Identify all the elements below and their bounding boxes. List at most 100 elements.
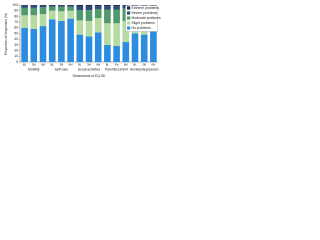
legend-swatch xyxy=(127,16,131,20)
x-tick-label: 3M xyxy=(87,63,92,67)
bar-segment xyxy=(85,36,93,62)
bar-segment xyxy=(76,34,84,62)
bar-segment xyxy=(30,28,38,62)
bar-segment xyxy=(21,15,28,28)
bar-segment xyxy=(67,5,74,6)
group-label: Self-care xyxy=(55,67,69,71)
bar-segment xyxy=(140,5,148,6)
bar-segment xyxy=(39,5,47,6)
x-tick-label: 6M xyxy=(41,63,46,67)
bar-segment xyxy=(39,7,47,15)
y-tick-label: 60 xyxy=(14,26,18,30)
bar-segment xyxy=(58,5,65,6)
bar-segment xyxy=(48,6,56,11)
y-tick-label: 100 xyxy=(12,3,18,7)
bar-segment xyxy=(113,5,120,7)
x-tick-label: BL xyxy=(23,63,27,67)
y-tick-label: 0 xyxy=(16,60,18,64)
y-tick-label: 40 xyxy=(14,37,18,41)
x-tick-label: BL xyxy=(106,63,110,67)
bar-segment xyxy=(48,10,56,20)
group-label: Usual activities xyxy=(78,67,101,71)
bar-segment xyxy=(94,5,102,7)
bar-segment xyxy=(94,32,102,62)
bar-segment xyxy=(21,5,28,8)
bar-segment xyxy=(67,10,74,19)
bar-segment xyxy=(104,6,111,10)
group-label: Anxiety/depression xyxy=(130,67,159,71)
bar-segment xyxy=(30,7,38,16)
bar-segment xyxy=(113,23,120,47)
bar-segment xyxy=(76,6,84,11)
legend-swatch xyxy=(127,11,131,15)
bar-segment xyxy=(21,27,28,62)
bar-segment xyxy=(58,5,65,7)
bar-segment xyxy=(104,44,111,62)
y-tick-label: 10 xyxy=(14,54,18,58)
x-tick-label: 3M xyxy=(115,63,120,67)
bar-segment xyxy=(85,10,93,21)
bar-segment xyxy=(150,30,157,62)
bar-segment xyxy=(113,46,120,62)
bar-segment xyxy=(58,6,65,12)
bar-segment xyxy=(39,14,47,27)
legend-label: Moderate problems xyxy=(132,16,162,20)
y-tick-label: 70 xyxy=(14,20,18,24)
bar-segment xyxy=(30,5,38,6)
x-tick-label: 3M xyxy=(59,63,64,67)
legend-label: Slight problems xyxy=(132,21,156,25)
bar-segment xyxy=(131,5,139,6)
bar-segment xyxy=(48,5,56,6)
bar-segment xyxy=(85,6,93,11)
bar-segment xyxy=(48,5,56,7)
y-tick-label: 80 xyxy=(14,14,18,18)
legend-swatch xyxy=(127,6,131,10)
bar-segment xyxy=(76,5,84,7)
y-axis-label: Proportion of responses (%) xyxy=(4,13,8,55)
group-label: Mobility xyxy=(28,67,40,71)
bar-segment xyxy=(122,5,130,6)
bar-segment xyxy=(76,20,84,35)
bar-segment xyxy=(150,5,157,6)
bar-segment xyxy=(122,42,130,62)
bar-segment xyxy=(94,8,102,19)
bar-segment xyxy=(104,23,111,45)
y-tick-label: 20 xyxy=(14,48,18,52)
x-tick-label: 6M xyxy=(69,63,74,67)
bar-segment xyxy=(67,5,74,7)
x-tick-label: BL xyxy=(133,63,137,67)
bar-segment xyxy=(67,6,74,11)
bar-segment xyxy=(131,33,139,62)
bar-segment xyxy=(39,26,47,62)
bar-segment xyxy=(21,7,28,16)
legend-box xyxy=(125,5,158,32)
bar-segment xyxy=(113,6,120,10)
bar-segment xyxy=(39,5,47,8)
bar-segment xyxy=(76,10,84,21)
bar-segment xyxy=(140,34,148,62)
legend-label: Severe problems xyxy=(132,11,158,15)
y-tick-label: 90 xyxy=(14,9,18,13)
bar-segment xyxy=(94,18,102,33)
bar-segment xyxy=(94,6,102,9)
x-tick-label: 3M xyxy=(32,63,37,67)
legend-label: No problems xyxy=(132,26,152,30)
legend-swatch xyxy=(127,21,131,25)
x-tick-label: 6M xyxy=(96,63,101,67)
x-tick-label: 3M xyxy=(142,63,147,67)
bar-segment xyxy=(113,9,120,24)
bar-segment xyxy=(48,19,56,62)
bar-segment xyxy=(58,11,65,21)
y-tick-label: 30 xyxy=(14,43,18,47)
bar-segment xyxy=(104,5,111,7)
x-axis-label: Dimensions of EQ-5D xyxy=(73,74,106,78)
x-tick-label: 6M xyxy=(151,63,156,67)
bar-segment xyxy=(30,5,38,8)
bar-segment xyxy=(21,5,28,6)
x-tick-label: BL xyxy=(50,63,54,67)
chart: Proportion of responses (%) Dimensions o… xyxy=(4,3,162,78)
bar-segment xyxy=(85,20,93,37)
bar-segment xyxy=(58,20,65,62)
x-tick-label: 6M xyxy=(124,63,129,67)
bar-segment xyxy=(104,9,111,24)
